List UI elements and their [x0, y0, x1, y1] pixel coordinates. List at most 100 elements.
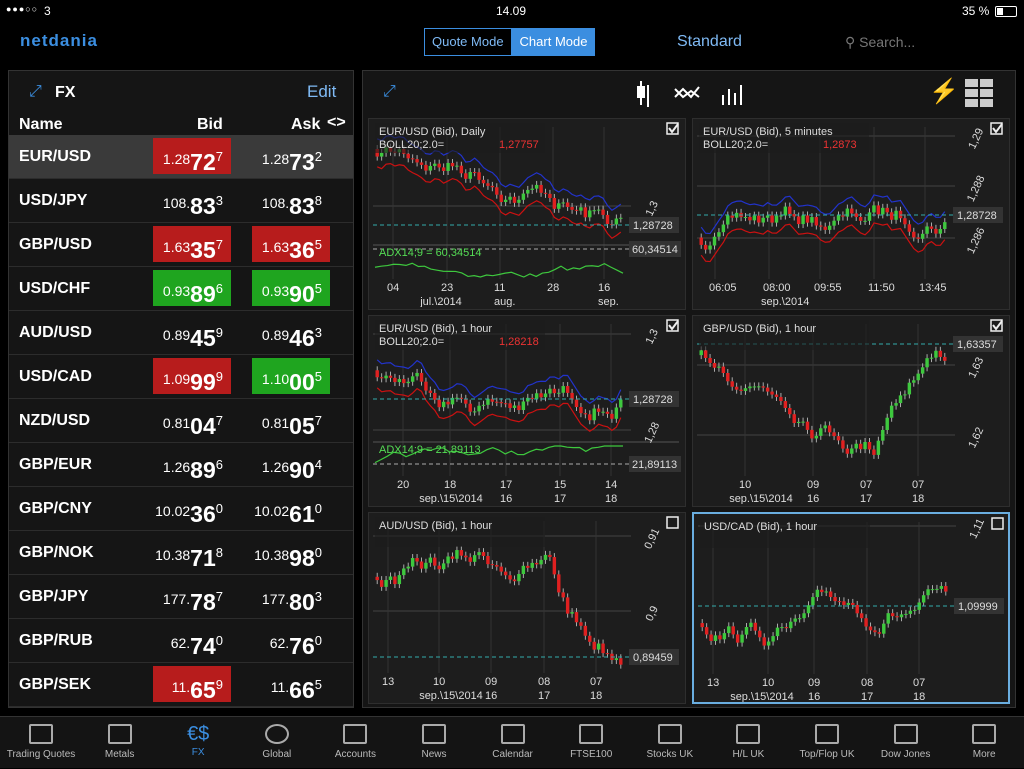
chart-cell[interactable]: 1,28728 ADX14;9 = 60,34514 60,34514 1,3 04 23… — [368, 118, 686, 310]
candle — [428, 165, 433, 171]
candle — [388, 576, 393, 580]
candle — [619, 217, 623, 219]
tab[interactable]: €$ FX — [159, 717, 237, 769]
candle — [472, 172, 477, 174]
x-tick-label: 17 — [861, 691, 873, 702]
tab[interactable]: Calendar — [474, 717, 552, 769]
candle — [858, 443, 863, 450]
candle — [464, 173, 468, 179]
candle — [810, 217, 814, 223]
candle — [836, 436, 841, 441]
tab-icon: €$ — [187, 723, 210, 745]
tab[interactable]: Accounts — [316, 717, 394, 769]
candle — [499, 194, 503, 203]
quote-row[interactable]: GBP/RUB 62.740 62.760 — [9, 619, 353, 663]
tab[interactable]: News — [395, 717, 473, 769]
tab[interactable]: Stocks UK — [631, 717, 709, 769]
price-part: 74 — [190, 633, 216, 659]
quote-row[interactable]: USD/JPY 108.833 108.838 — [9, 179, 353, 223]
candle — [424, 381, 428, 391]
candle — [699, 350, 703, 356]
quote-row[interactable]: GBP/NOK 10.38718 10.38980 — [9, 531, 353, 575]
candle — [876, 440, 881, 455]
connect-icon[interactable]: ⚡ — [929, 78, 959, 105]
edit-button[interactable]: Edit — [307, 82, 337, 101]
expand-icon[interactable]: ⤢ — [383, 83, 396, 100]
grid-layout-icon[interactable] — [965, 79, 995, 109]
candle — [708, 357, 712, 363]
price-part: 5 — [314, 369, 322, 384]
status-bar: ●●●○○ 3 14.09 35 % — [0, 0, 1024, 22]
x-tick-label: 16 — [485, 690, 497, 701]
candle — [744, 627, 749, 635]
chart-cell[interactable]: 1,28728 ADX14;9 = 21,89113 21,89113 1,3 1,28… — [368, 315, 686, 507]
candle — [784, 627, 789, 629]
price-label: 1,09999 — [958, 601, 998, 613]
candle — [712, 236, 717, 246]
quote-row[interactable]: GBP/CNY 10.02360 10.02610 — [9, 487, 353, 531]
tab[interactable]: More — [945, 717, 1023, 769]
quote-row[interactable]: NZD/USD 0.81047 0.81057 — [9, 399, 353, 443]
quote-row[interactable]: GBP/USD 1.63357 1.63365 — [9, 223, 353, 267]
candle — [758, 630, 762, 638]
mode-button[interactable]: Quote Mode — [424, 28, 512, 56]
candle — [881, 207, 885, 215]
swap-icon[interactable]: <> — [327, 114, 346, 131]
candle — [801, 215, 805, 225]
layout-button[interactable]: Standard — [677, 33, 742, 50]
quote-row[interactable]: AUD/USD 0.89459 0.89463 — [9, 311, 353, 355]
candle — [548, 554, 552, 558]
candle — [925, 358, 929, 368]
quote-row[interactable]: USD/CAD 1.09999 1.10005 — [9, 355, 353, 399]
candle — [700, 623, 704, 628]
tab[interactable]: Trading Quotes — [2, 717, 80, 769]
quote-row[interactable]: USD/CHF 0.93896 0.93905 — [9, 267, 353, 311]
candle — [867, 212, 872, 221]
candle — [486, 555, 490, 565]
bid-price: 10.38718 — [153, 534, 231, 571]
quote-row[interactable]: EUR/USD 1.28727 1.28732 — [9, 135, 353, 179]
tab[interactable]: Metals — [81, 717, 159, 769]
mode-button[interactable]: Chart Mode — [511, 28, 596, 56]
chart-type-icons[interactable] — [633, 79, 753, 109]
tab[interactable]: Top/Flop UK — [788, 717, 866, 769]
candle — [574, 209, 579, 211]
instrument-name: AUD/USD — [19, 324, 92, 341]
tab[interactable]: FTSE100 — [552, 717, 630, 769]
chart-cell[interactable]: 1,63357 1,63 1,62 10 09 07 07 sep.\15\2014 16 17 1… — [692, 315, 1010, 507]
tab[interactable]: H/L UK — [709, 717, 787, 769]
candle — [734, 386, 739, 390]
chart-cell[interactable]: 0,89459 0,91 0,9 13 10 09 08 07 sep.\15\2014 16 17… — [368, 512, 686, 704]
candle — [881, 429, 885, 441]
candle — [765, 215, 770, 218]
candle — [837, 601, 842, 603]
candle — [450, 556, 455, 559]
chart-cell[interactable]: 1,09999 1,11 13 10 09 08 07 sep.\15\2014 16 17 18 U… — [692, 512, 1010, 704]
search-field[interactable]: ⚲ Search... — [845, 34, 916, 50]
quote-row[interactable]: GBP/JPY 177.787 177.803 — [9, 575, 353, 619]
candle — [889, 212, 894, 220]
price-part: 2 — [314, 149, 322, 164]
x-tick-label: 11 — [494, 282, 505, 294]
candle — [468, 172, 472, 179]
checkmark — [992, 320, 1003, 331]
price-part: 7 — [314, 413, 322, 428]
x-tick-label: 17 — [860, 493, 872, 504]
price-part: 8 — [215, 545, 223, 560]
candle — [708, 245, 712, 250]
column-header: Bid — [197, 116, 223, 133]
tab[interactable]: Global — [238, 717, 316, 769]
candle — [384, 579, 388, 587]
tab-label: FX — [191, 747, 205, 758]
ask-price: 62.760 — [252, 622, 330, 659]
quote-row[interactable]: GBP/EUR 1.26896 1.26904 — [9, 443, 353, 487]
tab[interactable]: Dow Jones — [867, 717, 945, 769]
quote-row[interactable]: GBP/SEK 11.659 11.665 — [9, 663, 353, 707]
expand-icon[interactable]: ⤢ — [29, 83, 42, 100]
x-tick-label: 17 — [554, 493, 566, 504]
candle — [490, 398, 495, 402]
price-part: 73 — [289, 149, 315, 175]
chart-cell[interactable]: 1,28728 1,29 1,288 1,286 06:05 08:00 09:55 11:5… — [692, 118, 1010, 310]
price-part: 00 — [289, 369, 315, 395]
candle — [793, 618, 797, 622]
